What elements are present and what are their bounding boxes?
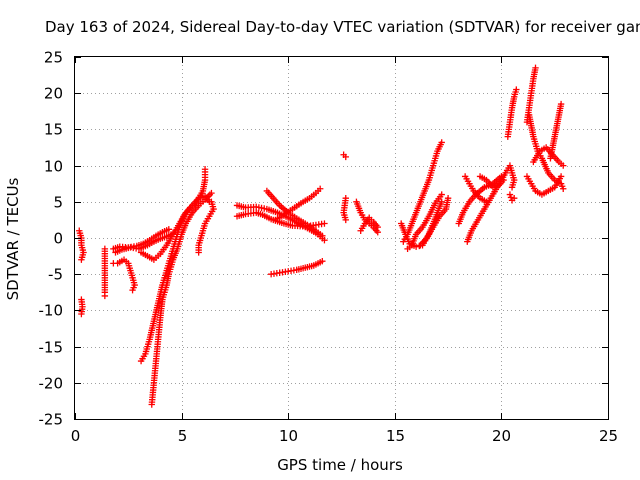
data-point-fill — [507, 194, 515, 201]
data-point — [321, 236, 328, 244]
data-point — [374, 223, 381, 231]
y-tick-label: 10 — [44, 158, 63, 176]
x-tick-label: 25 — [599, 427, 618, 445]
series-arc-18 — [353, 198, 381, 236]
series-arc-3 — [101, 245, 109, 300]
data-point — [438, 198, 445, 205]
series-arc-34 — [547, 100, 565, 162]
x-tick-label: 0 — [71, 427, 81, 445]
data-point — [101, 292, 109, 300]
series-arc-2 — [78, 296, 86, 318]
data-point — [483, 198, 490, 205]
series-arc-21 — [400, 139, 445, 245]
y-axis-title: SDTVAR / TECUs — [4, 177, 22, 300]
data-point — [129, 286, 136, 294]
data-point — [342, 153, 349, 161]
data-point — [438, 139, 445, 146]
series-arc-19 — [357, 214, 381, 234]
x-tick-label: 10 — [279, 427, 298, 445]
data-point — [78, 310, 85, 318]
data-point — [208, 198, 215, 205]
y-tick-label: 25 — [44, 49, 63, 67]
series-arc-32 — [523, 173, 565, 198]
y-tick-label: -10 — [39, 302, 64, 320]
chart-title: Day 163 of 2024, Sidereal Day-to-day VTE… — [45, 18, 640, 36]
series-arc-1 — [76, 227, 87, 263]
y-tick-label: -15 — [39, 339, 64, 357]
y-tick-label: 5 — [53, 194, 63, 212]
data-point — [412, 243, 420, 250]
data-point — [438, 191, 445, 198]
series-arc-22 — [404, 191, 445, 253]
data-point — [321, 220, 328, 227]
y-tick-label: 0 — [53, 230, 63, 248]
data-point — [510, 194, 518, 202]
series-arc-14 — [272, 185, 324, 224]
series-arc-6 — [110, 256, 138, 294]
data-point — [78, 256, 85, 263]
series-arc-16 — [340, 151, 349, 161]
series-arc-30 — [523, 64, 539, 126]
data-point — [560, 162, 567, 169]
data-point — [560, 185, 567, 192]
series-arc-23 — [417, 194, 452, 249]
y-tick-label: -20 — [39, 375, 64, 393]
data-point — [165, 226, 173, 233]
x-tick-label: 20 — [492, 427, 511, 445]
series-arc-27 — [476, 162, 518, 191]
y-tick-label: -5 — [48, 266, 63, 284]
series-arc-10 — [195, 198, 217, 256]
data-point — [513, 86, 520, 93]
data-point — [444, 194, 452, 202]
data-point — [201, 166, 209, 173]
data-point — [557, 100, 565, 108]
x-tick-label: 5 — [178, 427, 188, 445]
series-arc-17 — [340, 194, 349, 224]
x-axis-title: GPS time / hours — [277, 456, 403, 474]
data-point — [532, 64, 539, 72]
data-point — [342, 216, 349, 224]
data-point — [319, 257, 326, 265]
axis-ticks: 0 5 10 15 20 25 -25 -20 -15 -10 -5 0 5 10 15 20 25 — [39, 49, 619, 446]
plot-frame — [74, 56, 609, 420]
data-points — [76, 64, 567, 408]
y-tick-label: 15 — [44, 121, 63, 139]
data-point — [508, 184, 516, 191]
series-arc-15 — [267, 257, 326, 278]
data-point — [208, 189, 215, 197]
data-point — [316, 185, 324, 192]
series-arc-29 — [506, 191, 518, 204]
series-arc-26 — [461, 173, 490, 205]
series-arc-9 — [137, 166, 209, 365]
series-arc-13 — [263, 187, 326, 240]
data-point — [557, 173, 565, 180]
series-arc-28 — [504, 86, 520, 140]
data-point — [506, 191, 514, 198]
y-tick-label: -25 — [39, 411, 64, 429]
data-point — [319, 232, 326, 240]
x-tick-label: 15 — [386, 427, 405, 445]
series-arc-5 — [112, 230, 177, 256]
y-tick-label: 20 — [44, 85, 63, 103]
